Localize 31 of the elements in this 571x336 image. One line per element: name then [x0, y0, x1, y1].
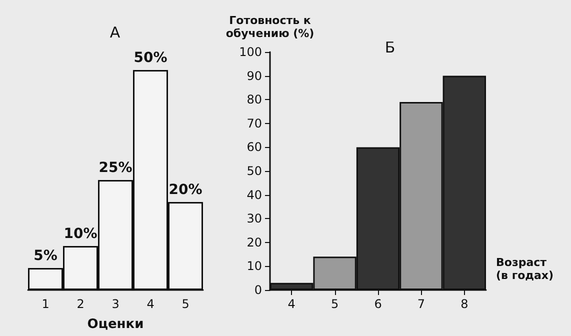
data-label: 20%: [168, 182, 202, 198]
y-tick-label: 90: [246, 68, 262, 83]
x-tick-label: 6: [374, 297, 382, 311]
y-tick-label: 30: [246, 212, 262, 226]
x-tick-label: 5: [330, 297, 339, 311]
x-tick-label: 4: [146, 297, 154, 311]
y-tick-label: 20: [246, 235, 262, 250]
chart-title: Б: [384, 38, 396, 56]
x-axis-title: Оценки: [87, 317, 144, 332]
data-label: 10%: [64, 226, 98, 242]
x-tick-label: 5: [182, 297, 190, 311]
y-tick-label: 70: [246, 116, 262, 130]
x-tick-label: 3: [112, 297, 120, 311]
y-tick-label: 0: [254, 283, 262, 297]
x-tick-label: 1: [42, 297, 50, 311]
y-tick-label: 60: [246, 140, 262, 154]
y-tick-label: 80: [246, 92, 262, 107]
y-tick-label: 40: [246, 188, 262, 202]
x-tick-label: 7: [417, 297, 426, 311]
x-tick-label: 2: [76, 297, 84, 311]
x-tick-label: 4: [288, 297, 296, 311]
x-axis-title: Возраст (в годах): [496, 256, 554, 282]
y-tick-label: 50: [246, 164, 262, 178]
y-tick-label: 10: [246, 259, 262, 274]
data-label: 25%: [98, 160, 132, 176]
y-tick-label: 100: [239, 45, 262, 59]
y-axis-title: Готовность к обучению (%): [226, 14, 314, 40]
x-tick-label: 8: [460, 297, 468, 311]
chart-title: А: [110, 24, 121, 42]
data-label: 5%: [34, 248, 58, 264]
data-label: 50%: [134, 50, 168, 66]
